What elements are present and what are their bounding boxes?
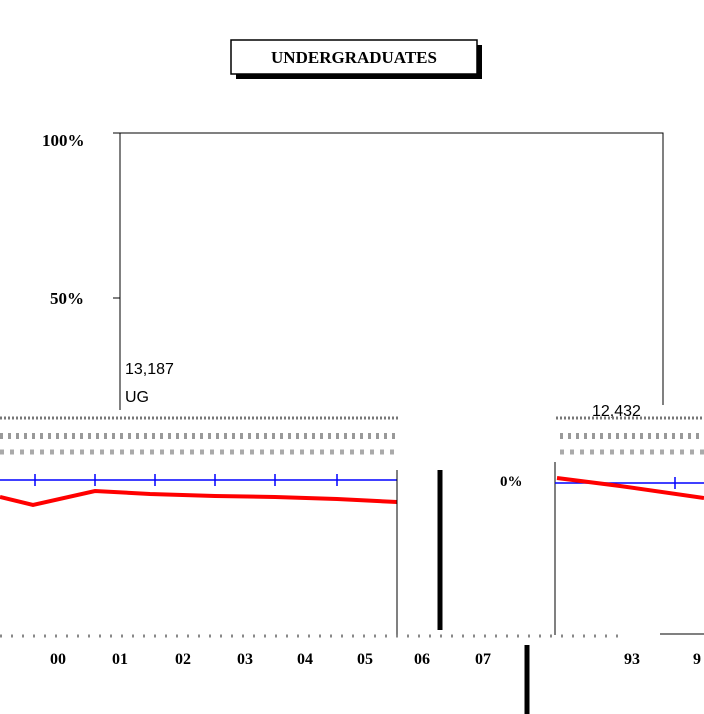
x-label: 05 bbox=[357, 651, 373, 668]
noise-gap bbox=[398, 410, 555, 460]
chart-title: UNDERGRADUATES bbox=[271, 48, 437, 67]
y-label: 100% bbox=[42, 131, 85, 150]
x-label: 04 bbox=[297, 651, 313, 668]
red-line bbox=[556, 476, 704, 500]
x-label: 93 bbox=[624, 651, 640, 668]
x-label: 03 bbox=[237, 651, 253, 668]
x-label: 9 bbox=[693, 651, 701, 668]
title-box bbox=[230, 39, 478, 75]
y-label: 0% bbox=[500, 474, 523, 490]
plot-frame bbox=[119, 132, 664, 410]
x-label: 06 bbox=[414, 651, 430, 668]
x-label: 01 bbox=[112, 651, 128, 668]
annotation: 13,187 bbox=[125, 361, 174, 378]
y-label: 50% bbox=[50, 289, 84, 308]
x-label: 02 bbox=[175, 651, 191, 668]
x-label: 07 bbox=[475, 651, 491, 668]
annotation: 12,432 bbox=[592, 403, 641, 420]
blue-ticks bbox=[34, 474, 338, 486]
annotation: UG bbox=[125, 389, 149, 406]
x-label: 00 bbox=[50, 651, 66, 668]
red-line bbox=[0, 488, 398, 508]
